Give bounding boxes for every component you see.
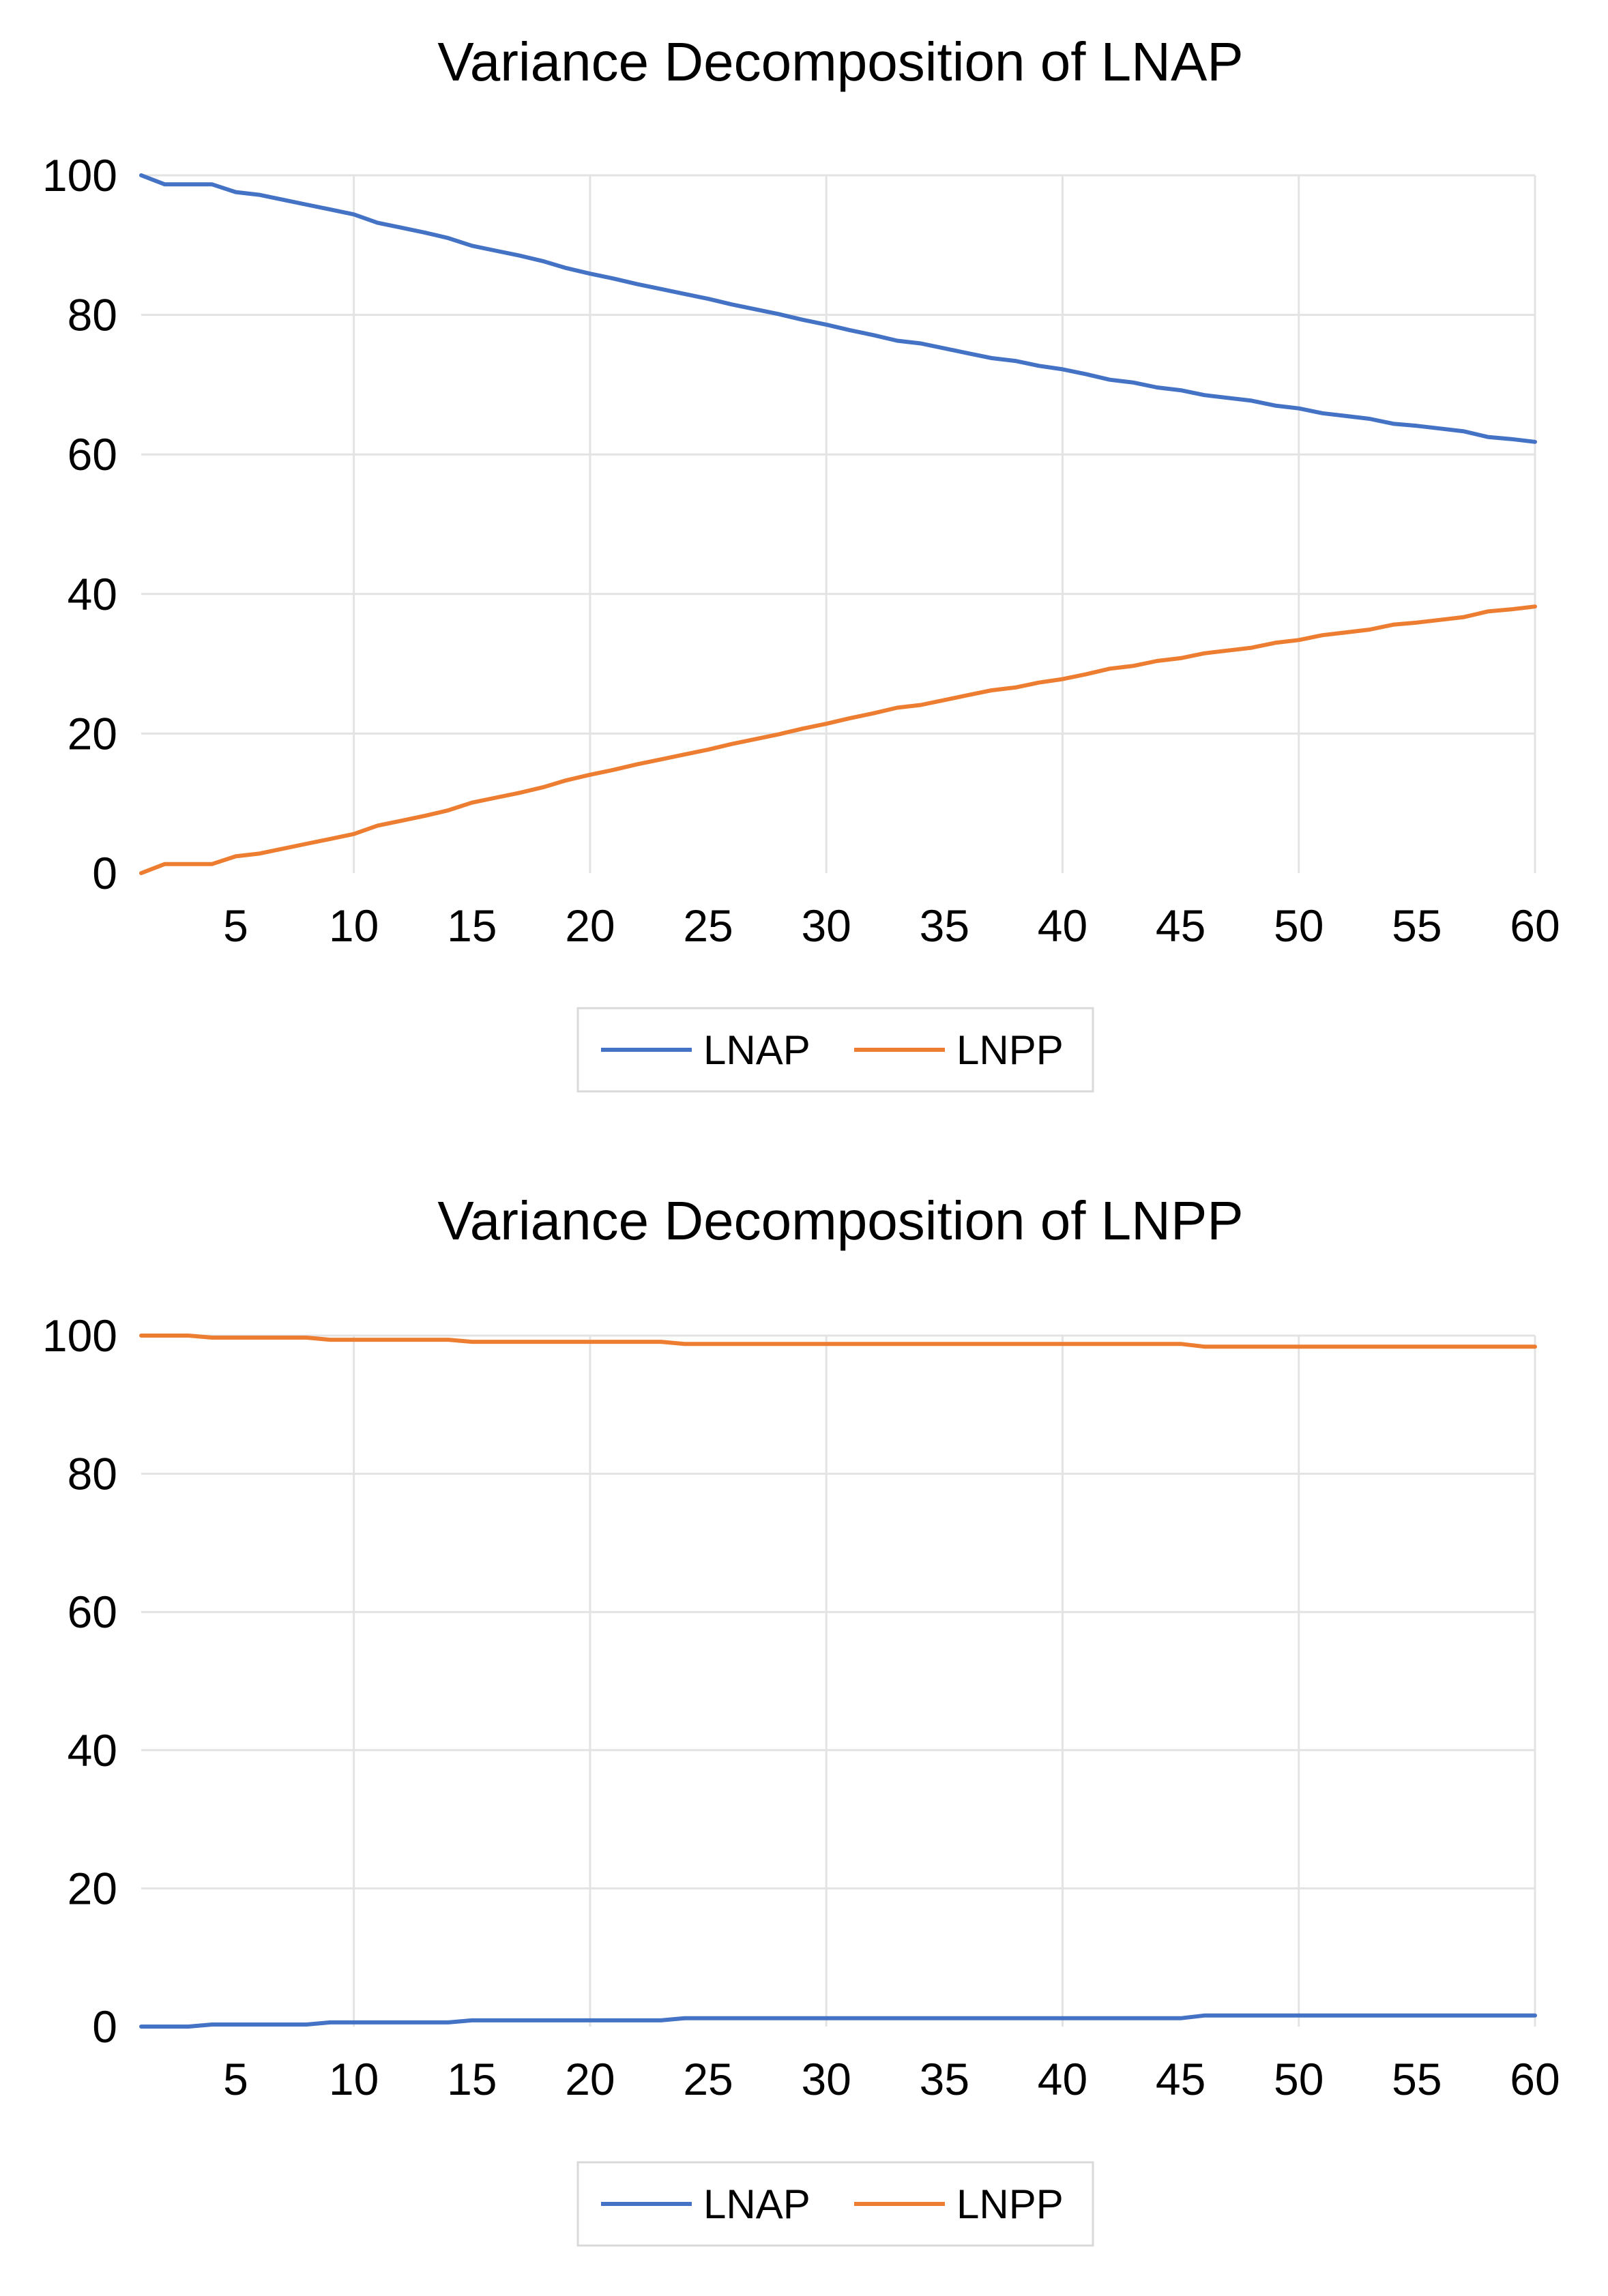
x-tick-label: 10: [329, 900, 379, 951]
y-tick-label: 0: [92, 2001, 117, 2052]
lnpp-chart-gridlines: [141, 1334, 1536, 2027]
x-tick-label: 25: [683, 2054, 733, 2104]
lnpp-chart-legend: LNAP LNPP: [576, 2161, 1094, 2247]
x-tick-label: 45: [1156, 2054, 1205, 2104]
chart-lnpp: Variance Decomposition of LNPP 0 20 40 60 80 1…: [0, 1153, 1608, 2296]
x-tick-label: 5: [223, 2054, 248, 2104]
lnap-chart-legend: LNAP LNPP: [576, 1007, 1094, 1093]
x-tick-label: 25: [683, 900, 733, 951]
x-tick-label: 55: [1392, 2054, 1442, 2104]
lnpp-chart-title: Variance Decomposition of LNPP: [437, 1190, 1243, 1251]
chart-lnpp-svg: Variance Decomposition of LNPP 0 20 40 60 80 1…: [42, 1190, 1560, 2247]
series-line-lnpp: [139, 604, 1537, 875]
series-line-lnpp: [139, 1334, 1537, 1349]
legend-label-lnpp: LNPP: [956, 1027, 1064, 1073]
chart-lnap: Variance Decomposition of LNAP 0 20 40 60 80 1…: [0, 0, 1608, 1119]
x-tick-label: 45: [1156, 900, 1205, 951]
y-tick-label: 80: [68, 1449, 117, 1499]
x-tick-label: 15: [447, 2054, 497, 2104]
y-tick-label: 0: [92, 848, 117, 898]
series-line-lnap: [139, 2013, 1537, 2029]
x-tick-label: 40: [1038, 900, 1087, 951]
legend-label-lnap: LNAP: [703, 2181, 810, 2227]
x-tick-label: 30: [801, 2054, 851, 2104]
x-tick-label: 50: [1274, 900, 1324, 951]
x-tick-label: 55: [1392, 900, 1442, 951]
x-tick-label: 10: [329, 2054, 379, 2104]
x-tick-label: 40: [1038, 2054, 1087, 2104]
y-tick-label: 100: [42, 1310, 117, 1361]
y-tick-label: 20: [68, 708, 117, 759]
y-tick-label: 40: [68, 569, 117, 619]
lnap-chart-gridlines: [141, 174, 1536, 873]
x-tick-label: 50: [1274, 2054, 1324, 2104]
x-tick-label: 30: [801, 900, 851, 951]
chart-lnap-svg: Variance Decomposition of LNAP 0 20 40 60 80 1…: [42, 31, 1560, 1093]
series-line-lnap: [139, 173, 1537, 444]
x-tick-label: 5: [223, 900, 248, 951]
y-tick-label: 80: [68, 290, 117, 340]
x-tick-label: 20: [565, 2054, 615, 2104]
y-tick-label: 60: [68, 429, 117, 480]
x-tick-label: 20: [565, 900, 615, 951]
x-tick-label: 35: [920, 2054, 969, 2104]
x-tick-label: 60: [1510, 2054, 1560, 2104]
y-tick-label: 60: [68, 1587, 117, 1637]
y-tick-label: 100: [42, 150, 117, 201]
y-tick-label: 40: [68, 1725, 117, 1776]
lnap-chart-title: Variance Decomposition of LNAP: [437, 31, 1243, 92]
legend-label-lnap: LNAP: [703, 1027, 810, 1073]
y-tick-label: 20: [68, 1863, 117, 1913]
legend-label-lnpp: LNPP: [956, 2181, 1064, 2227]
x-tick-label: 15: [447, 900, 497, 951]
x-tick-label: 60: [1510, 900, 1560, 951]
x-tick-label: 35: [920, 900, 969, 951]
